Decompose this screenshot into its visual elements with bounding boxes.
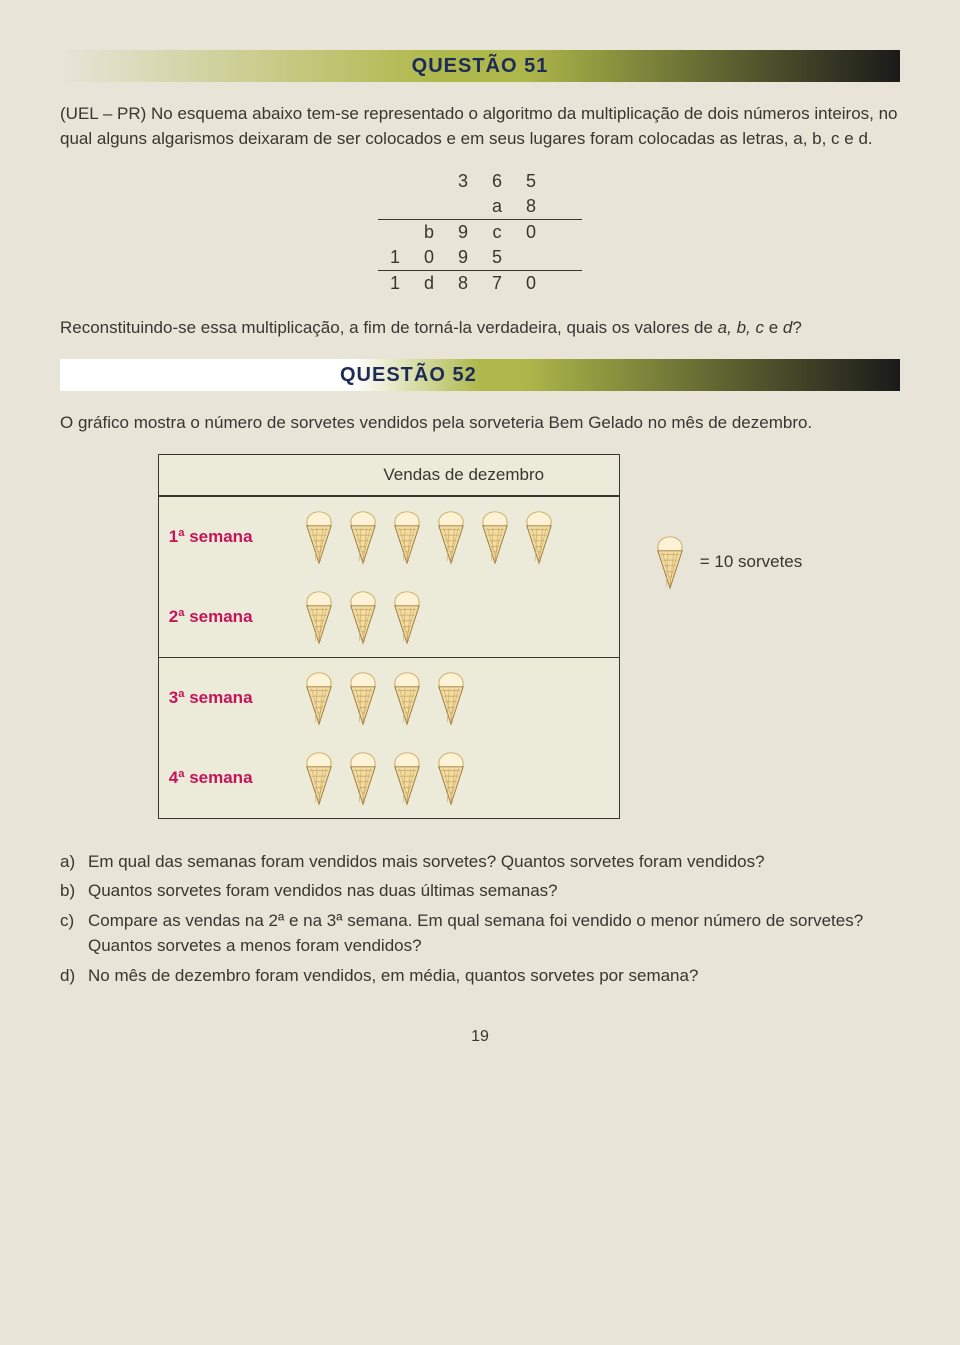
mult-row-5: 1 d 8 7 0 [378,271,582,297]
picto-row-4: 4ª semana [159,738,619,818]
legend-text: = 10 sorvetes [700,552,803,572]
cone-icon [387,670,427,726]
q52-a: a)Em qual das semanas foram vendidos mai… [60,849,900,875]
cone-set-4 [299,750,471,806]
mult-row-3: b 9 c 0 [378,220,582,246]
pictograph-legend: = 10 sorvetes [650,534,803,590]
cone-icon [431,750,471,806]
pictograph-container: Vendas de dezembro 1ª semana 2ª semana 3… [60,454,900,819]
q52-d: d)No mês de dezembro foram vendidos, em … [60,963,900,989]
page-number: 19 [60,1028,900,1046]
cone-set-3 [299,670,471,726]
cone-icon [299,750,339,806]
page: QUESTÃO 51 (UEL – PR) No esquema abaixo … [0,0,960,1086]
q52-questions: a)Em qual das semanas foram vendidos mai… [60,849,900,989]
picto-row-3: 3ª semana [159,658,619,738]
picto-label-1: 1ª semana [169,527,299,547]
picto-row-1: 1ª semana [159,497,619,577]
q52-c: c)Compare as vendas na 2ª e na 3ª semana… [60,908,900,959]
q52-header: QUESTÃO 52 [60,359,900,391]
q52-intro: O gráfico mostra o número de sorvetes ve… [60,411,900,436]
pictograph: Vendas de dezembro 1ª semana 2ª semana 3… [158,454,620,819]
cone-icon [299,509,339,565]
cone-icon [431,509,471,565]
picto-label-2: 2ª semana [169,607,299,627]
q52-title: QUESTÃO 52 [340,359,477,391]
cone-icon [387,509,427,565]
picto-label-4: 4ª semana [169,768,299,788]
cone-set-1 [299,509,559,565]
cone-icon [299,670,339,726]
multiplication-table: 3 6 5 a 8 b 9 c 0 1 0 9 5 [378,169,582,296]
q51-followup: Reconstituindo-se essa multiplicação, a … [60,316,900,341]
mult-row-2: a 8 [378,194,582,220]
q51-text: (UEL – PR) No esquema abaixo tem-se repr… [60,102,900,151]
cone-icon [650,534,690,590]
cone-icon [475,509,515,565]
cone-icon [299,589,339,645]
cone-icon [343,670,383,726]
cone-icon [431,670,471,726]
cone-icon [387,750,427,806]
q51-title: QUESTÃO 51 [412,50,549,82]
picto-label-3: 3ª semana [169,688,299,708]
pictograph-title: Vendas de dezembro [159,455,619,497]
cone-set-2 [299,589,427,645]
q52-b: b)Quantos sorvetes foram vendidos nas du… [60,878,900,904]
cone-icon [387,589,427,645]
q51-header: QUESTÃO 51 [60,50,900,82]
cone-icon [519,509,559,565]
picto-row-2: 2ª semana [159,577,619,658]
cone-icon [343,509,383,565]
cone-icon [343,750,383,806]
mult-row-4: 1 0 9 5 [378,245,582,271]
cone-icon [343,589,383,645]
mult-row-1: 3 6 5 [378,169,582,194]
